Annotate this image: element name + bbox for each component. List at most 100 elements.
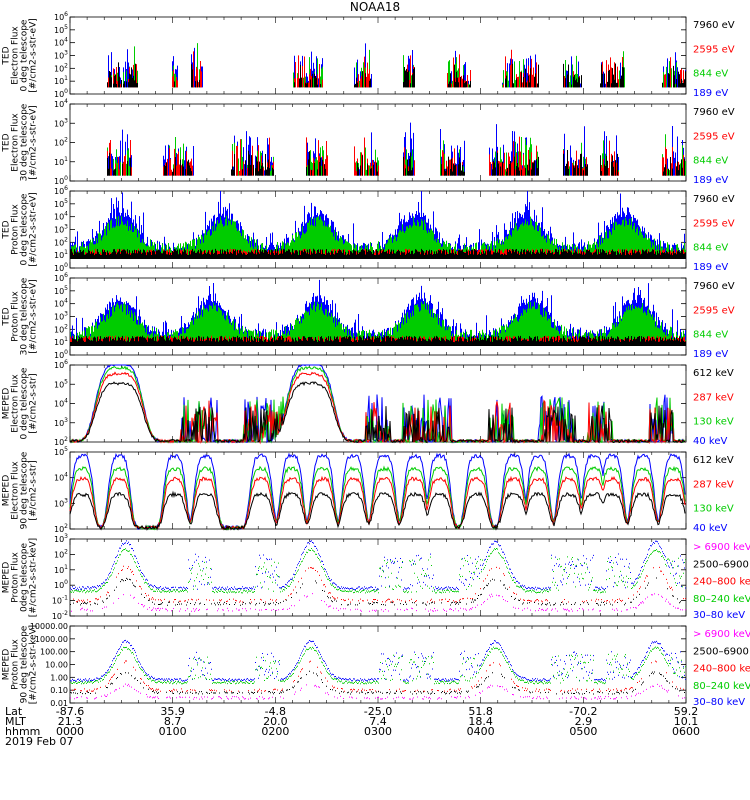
legend-entry: 2500–6900 — [693, 559, 749, 570]
panel-2: 100 101 102 103 104 TEDElectron Flux30 deg te… — [2, 98, 735, 186]
series-7960-ev — [107, 62, 686, 88]
panel-6: 102 103 104 105 MEPEDElectron Flux90 deg tel… — [2, 446, 734, 534]
series-trace — [70, 670, 685, 695]
y-tick-label: 101 — [54, 75, 68, 86]
series-130-kev — [69, 465, 686, 531]
y-tick-label: 101 — [54, 156, 68, 167]
y-tick-label: 1.00 — [50, 673, 68, 682]
series-7960-ev — [70, 335, 686, 347]
series-7960-ev — [107, 150, 685, 176]
series-trace — [73, 565, 686, 603]
legend-entry: 2595 eV — [693, 131, 735, 142]
y-tick-label: 104 — [54, 398, 68, 409]
y-axis-label: MEPEDElectron Flux90 deg telescope[#/cm2… — [2, 451, 39, 529]
orbit-row-label: MLT — [5, 715, 26, 728]
series-612-kev — [69, 490, 686, 531]
y-tick-label: 102 — [54, 62, 68, 73]
series-trace — [71, 593, 686, 612]
orbit-value: 2.9 — [575, 715, 593, 728]
legend-entry: 240–800 keV — [693, 577, 750, 588]
orbit-row-label: Lat — [5, 705, 23, 718]
y-tick-label: 10-1 — [52, 595, 68, 606]
legend-entry: 287 keV — [693, 392, 734, 403]
panel-frame — [69, 538, 687, 617]
panel-5: 102 103 104 105 106 MEPEDElectron Flux0 deg t… — [2, 359, 734, 447]
orbit-value: 0500 — [569, 725, 597, 738]
series-trace — [69, 475, 686, 531]
y-tick-label: 103 — [54, 497, 68, 508]
series-trace — [70, 646, 686, 685]
orbit-value: 0400 — [467, 725, 495, 738]
legend-entry: 130 keV — [693, 504, 734, 515]
y-tick-label: 0.01 — [50, 699, 68, 708]
y-tick-label: 104 — [54, 472, 68, 483]
legend-entry: 40 keV — [693, 436, 727, 447]
y-tick-label: 103 — [54, 311, 68, 322]
legend-entry: 612 keV — [693, 455, 734, 466]
legend-entry: > 6900 keV — [693, 629, 750, 640]
series-287-kev — [69, 475, 686, 531]
y-tick-label: 102 — [54, 137, 68, 148]
y-tick-label: 103 — [54, 533, 68, 544]
y-tick-label: 1000.00 — [35, 635, 68, 644]
series-trace — [107, 136, 685, 176]
legend-entry: 844 eV — [693, 330, 728, 341]
series-80-240-kev — [70, 646, 686, 685]
y-tick-label: 106 — [54, 359, 68, 370]
series-612-kev — [69, 381, 686, 444]
y-tick-label: 100 — [54, 579, 68, 590]
legend-entry: 287 keV — [693, 479, 734, 490]
orbit-value: 0100 — [159, 725, 187, 738]
y-tick-label: 103 — [54, 117, 68, 128]
orbit-value: -70.2 — [569, 705, 597, 718]
series-trace — [72, 660, 684, 692]
y-tick-label: 103 — [54, 224, 68, 235]
legend-entry: 189 eV — [693, 88, 728, 99]
series-30-80-kev — [70, 540, 686, 591]
date-label: 2019 Feb 07 — [5, 735, 73, 748]
orbit-value: 7.4 — [369, 715, 387, 728]
orbit-value: 10.1 — [674, 715, 699, 728]
y-tick-label: 105 — [54, 378, 68, 389]
series-2500-6900 — [70, 670, 685, 695]
y-tick-label: 104 — [54, 211, 68, 222]
legend-entry: 844 eV — [693, 243, 728, 254]
orbit-value: 21.3 — [58, 715, 83, 728]
y-tick-label: 10.00 — [45, 661, 68, 670]
figure-title: NOAA18 — [350, 0, 400, 14]
legend-entry: 2595 eV — [693, 305, 735, 316]
legend-entry: 2595 eV — [693, 218, 735, 229]
y-tick-label: 0.10 — [50, 686, 68, 695]
orbit-value: 20.0 — [263, 715, 288, 728]
legend-entry: 7960 eV — [693, 281, 735, 292]
y-tick-label: 102 — [54, 548, 68, 559]
orbit-value: 18.4 — [468, 715, 493, 728]
y-tick-label: 102 — [54, 236, 68, 247]
y-tick-label: 100 — [54, 175, 68, 186]
y-tick-label: 105 — [54, 285, 68, 296]
legend-entry: 189 eV — [693, 175, 728, 186]
legend-entry: 2595 eV — [693, 44, 735, 55]
y-tick-label: 100 — [54, 88, 68, 99]
series-trace — [69, 490, 686, 531]
y-tick-label: 102 — [54, 523, 68, 534]
series-trace — [69, 452, 686, 530]
orbit-value: 0300 — [364, 725, 392, 738]
series--6900-kev — [71, 593, 686, 612]
series-40-kev — [69, 452, 686, 530]
legend-entry: 2500–6900 — [693, 646, 749, 657]
panel-8: 0.01 0.10 1.00 10.00 100.00 1000.00 10000.00ME… — [2, 622, 750, 708]
orbit-value: -4.8 — [265, 705, 286, 718]
legend-entry: 240–800 keV — [693, 664, 750, 675]
y-axis-label: MEPEDProton Flux90 deg telescope[#/cm2-s… — [2, 625, 39, 704]
y-tick-label: 10-2 — [52, 610, 68, 621]
series-2500-6900 — [70, 577, 681, 606]
series--6900-kev — [70, 683, 685, 700]
orbit-value: 51.8 — [468, 705, 493, 718]
y-tick-label: 101 — [54, 564, 68, 575]
legend-entry: 189 eV — [693, 349, 728, 360]
